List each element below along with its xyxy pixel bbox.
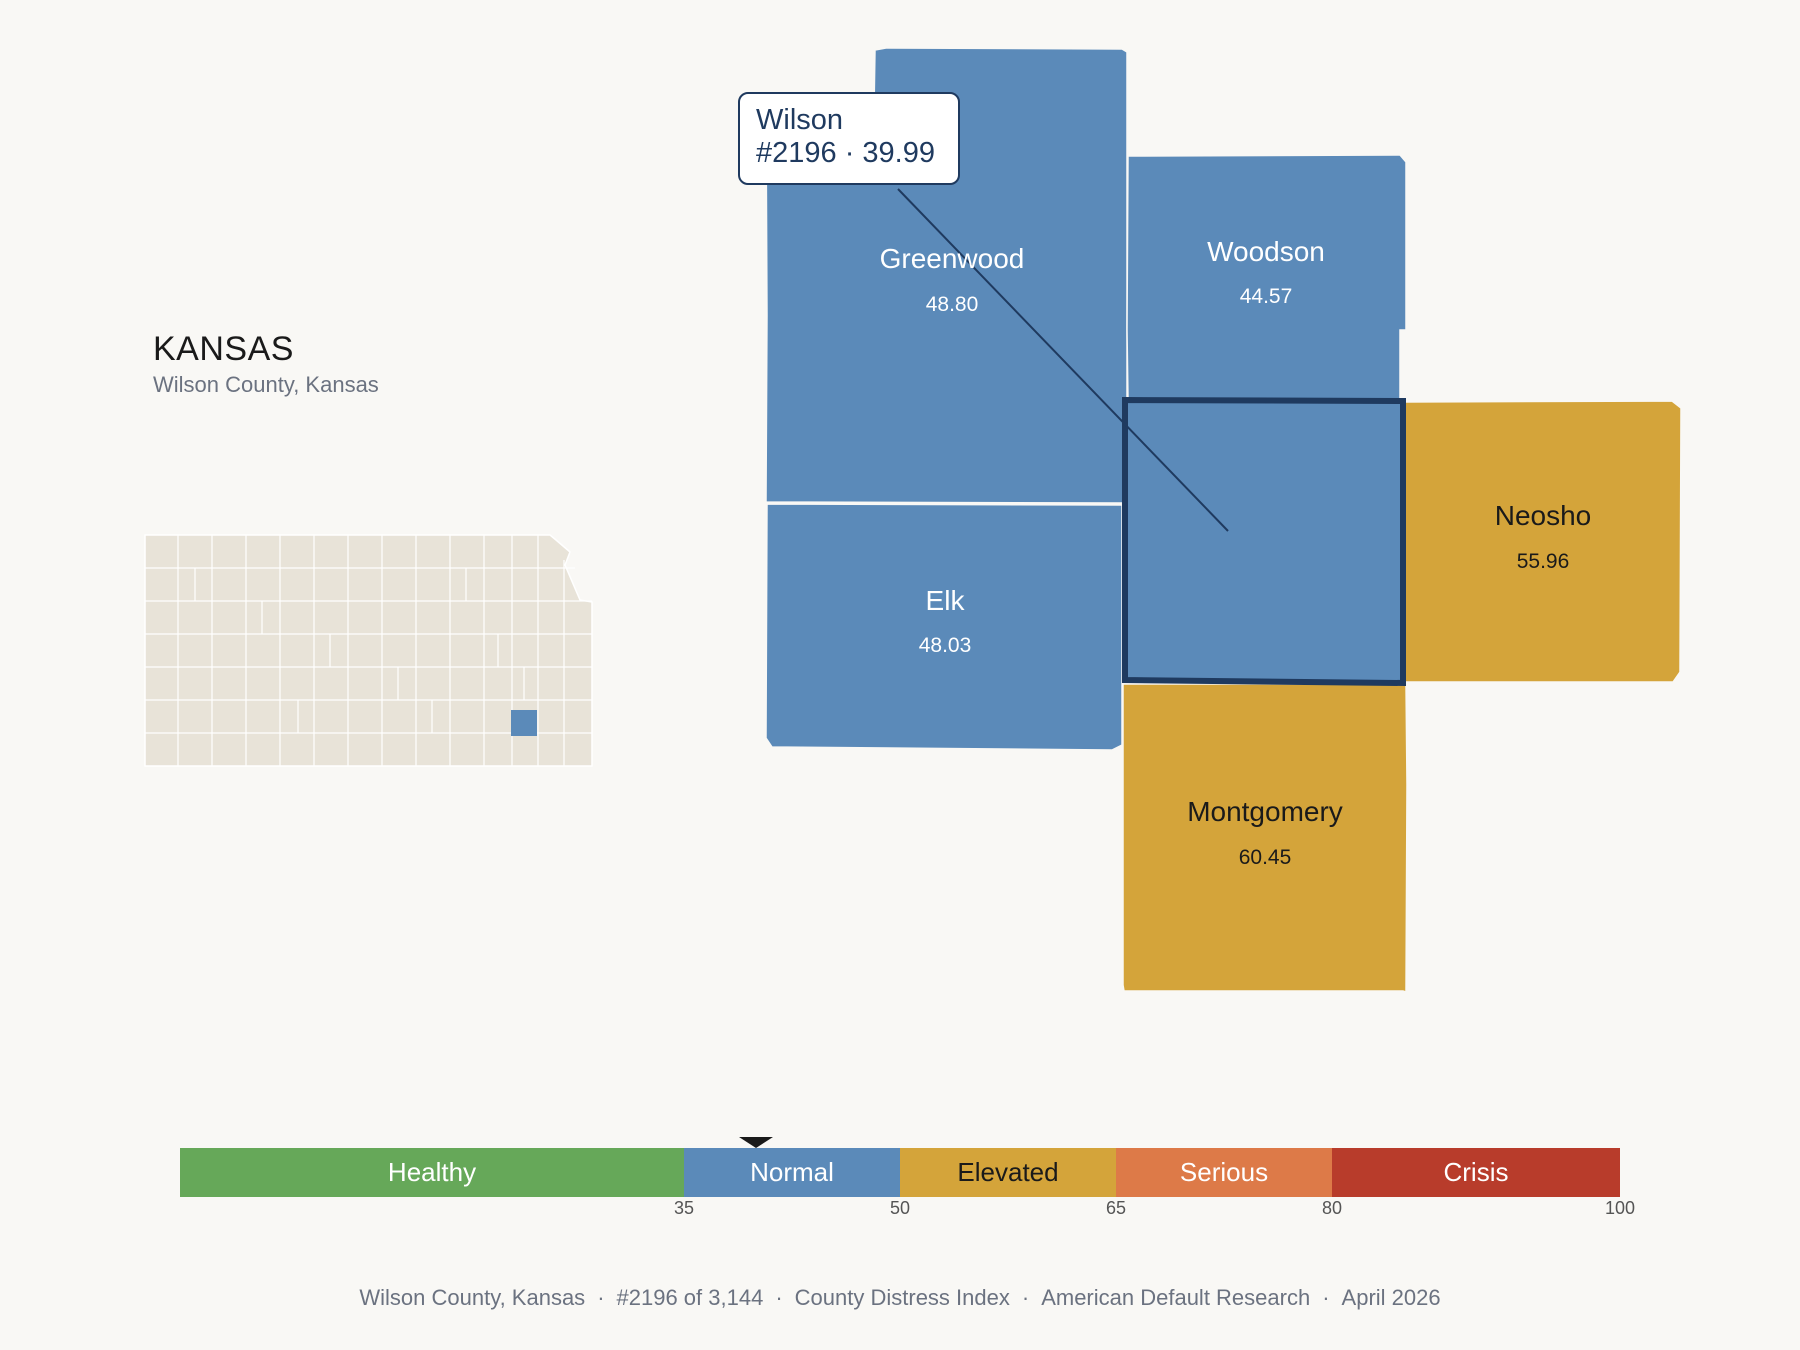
county-tooltip: Wilson #2196 · 39.99 (738, 92, 960, 185)
footer-date: April 2026 (1341, 1285, 1441, 1310)
scale-tick-80: 80 (1321, 1198, 1343, 1218)
footer-publisher: American Default Research (1041, 1285, 1311, 1310)
footer-rank: #2196 of 3,144 (616, 1285, 764, 1310)
county-name-woodson: Woodson (1207, 236, 1325, 267)
footer-index-name: County Distress Index (794, 1285, 1010, 1310)
county-neosho[interactable] (1403, 400, 1682, 683)
scale-segment-healthy: Healthy (180, 1148, 684, 1197)
footer-credits: Wilson County, Kansas · #2196 of 3,144 · Cou… (0, 1285, 1800, 1311)
county-wilson[interactable] (1122, 396, 1406, 687)
kansas-inset-map (144, 534, 593, 767)
kansas-county-grid (145, 535, 592, 766)
county-value-woodson: 44.57 (1240, 285, 1293, 308)
scale-segment-crisis: Crisis (1332, 1148, 1620, 1197)
county-value-montgomery: 60.45 (1239, 846, 1292, 869)
county-name-montgomery: Montgomery (1187, 796, 1343, 827)
tooltip-rank-score: #2196 · 39.99 (756, 137, 935, 169)
scale-marker-triangle (738, 1137, 773, 1148)
distress-scale-bar: Healthy Normal Elevated Serious Crisis (180, 1148, 1620, 1197)
footer-separator: · (775, 1285, 783, 1310)
state-title: KANSAS (153, 330, 294, 368)
footer-separator: · (597, 1285, 605, 1310)
county-name-elk: Elk (926, 585, 966, 616)
tooltip-leader-line (897, 188, 1229, 532)
scale-segment-normal: Normal (684, 1148, 900, 1197)
footer-county: Wilson County, Kansas (359, 1285, 586, 1310)
kansas-inset-wilson-highlight (511, 710, 537, 736)
state-subtitle: Wilson County, Kansas (153, 372, 379, 397)
county-value-greenwood: 48.80 (926, 293, 979, 316)
county-value-elk: 48.03 (919, 634, 972, 657)
scale-tick-35: 35 (673, 1198, 695, 1218)
scale-segment-serious: Serious (1116, 1148, 1332, 1197)
county-name-greenwood: Greenwood (880, 243, 1025, 274)
footer-separator: · (1322, 1285, 1330, 1310)
county-shapes (765, 47, 1682, 994)
scale-segment-elevated: Elevated (900, 1148, 1116, 1197)
scale-tick-65: 65 (1105, 1198, 1127, 1218)
county-woodson[interactable] (1126, 154, 1407, 401)
county-montgomery[interactable] (1122, 683, 1408, 994)
footer-separator: · (1021, 1285, 1030, 1310)
scale-tick-100: 100 (1604, 1198, 1636, 1218)
scale-tick-50: 50 (889, 1198, 911, 1218)
kansas-state-shape (144, 534, 593, 767)
county-labels: Greenwood 48.80 Woodson 44.57 Elk 48.03 … (880, 236, 1592, 869)
county-name-neosho: Neosho (1495, 500, 1592, 531)
county-value-neosho: 55.96 (1517, 550, 1570, 573)
county-elk[interactable] (765, 503, 1123, 751)
tooltip-county-name: Wilson (756, 104, 844, 136)
